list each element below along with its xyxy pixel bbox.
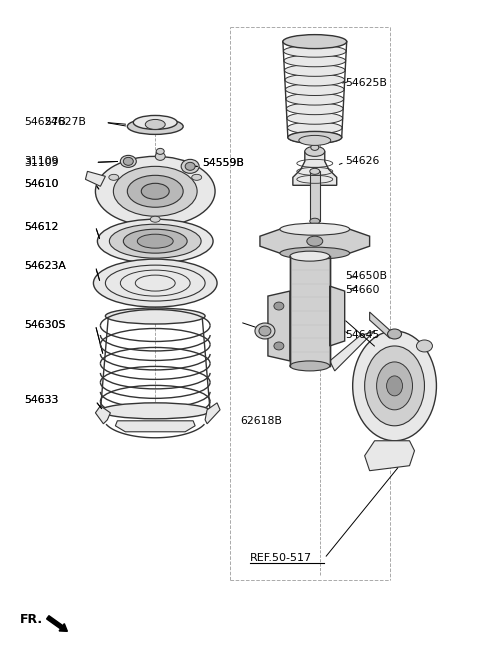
Text: 54623A: 54623A [24, 261, 67, 271]
Ellipse shape [299, 135, 331, 146]
Ellipse shape [96, 156, 215, 226]
Polygon shape [85, 171, 106, 186]
Ellipse shape [353, 331, 436, 441]
Polygon shape [205, 403, 220, 424]
Ellipse shape [123, 157, 133, 165]
Ellipse shape [113, 167, 197, 216]
Polygon shape [290, 256, 330, 366]
Text: REF.50-517: REF.50-517 [250, 554, 312, 564]
Ellipse shape [286, 83, 344, 96]
Text: 54623A: 54623A [24, 261, 67, 271]
Ellipse shape [290, 361, 330, 371]
Ellipse shape [288, 122, 342, 134]
Text: 54626: 54626 [345, 156, 380, 166]
Ellipse shape [288, 131, 342, 144]
Polygon shape [330, 286, 345, 346]
Text: 54610: 54610 [24, 179, 59, 189]
Ellipse shape [387, 329, 402, 339]
Ellipse shape [274, 302, 284, 310]
Polygon shape [96, 406, 110, 424]
Ellipse shape [109, 174, 119, 180]
Text: 62618B: 62618B [240, 416, 282, 426]
Ellipse shape [127, 175, 183, 207]
Text: 54612: 54612 [24, 222, 59, 232]
Text: 54612: 54612 [24, 222, 59, 232]
Text: 31109: 31109 [24, 156, 59, 166]
Ellipse shape [284, 64, 345, 76]
Ellipse shape [283, 35, 347, 48]
Polygon shape [260, 229, 370, 253]
Ellipse shape [181, 159, 199, 173]
Ellipse shape [109, 224, 201, 258]
Ellipse shape [311, 144, 319, 150]
Polygon shape [115, 420, 195, 432]
Ellipse shape [120, 155, 136, 167]
Ellipse shape [365, 346, 424, 426]
Polygon shape [293, 152, 336, 185]
Ellipse shape [145, 119, 165, 129]
Ellipse shape [141, 183, 169, 199]
Text: 31109: 31109 [24, 158, 59, 168]
Ellipse shape [155, 152, 165, 160]
Ellipse shape [150, 216, 160, 222]
Text: 54559B: 54559B [202, 158, 243, 168]
Polygon shape [310, 171, 320, 221]
Text: 54645: 54645 [345, 329, 380, 340]
Ellipse shape [100, 403, 210, 419]
Ellipse shape [259, 326, 271, 336]
Ellipse shape [283, 35, 347, 49]
Ellipse shape [310, 218, 320, 224]
Text: 54630S: 54630S [24, 319, 66, 330]
Ellipse shape [286, 93, 344, 105]
Ellipse shape [280, 247, 350, 259]
Text: 54625B: 54625B [345, 77, 387, 87]
Ellipse shape [377, 362, 412, 410]
Polygon shape [268, 291, 290, 361]
Ellipse shape [185, 162, 195, 171]
Ellipse shape [283, 45, 346, 57]
Ellipse shape [287, 112, 343, 124]
Ellipse shape [287, 103, 343, 115]
Text: 54630S: 54630S [24, 319, 66, 330]
Ellipse shape [417, 340, 432, 352]
Text: 54610: 54610 [24, 179, 59, 189]
Ellipse shape [156, 148, 164, 154]
Text: 54559B: 54559B [202, 158, 243, 168]
Ellipse shape [280, 223, 350, 236]
Ellipse shape [97, 219, 213, 263]
Ellipse shape [307, 236, 323, 246]
Ellipse shape [255, 323, 275, 339]
Text: 54627B: 54627B [24, 117, 67, 127]
Ellipse shape [106, 308, 205, 324]
Ellipse shape [137, 234, 173, 248]
Ellipse shape [305, 146, 325, 156]
Ellipse shape [288, 131, 342, 144]
Polygon shape [365, 441, 415, 471]
Polygon shape [370, 312, 395, 338]
Ellipse shape [386, 376, 403, 396]
Text: FR.: FR. [20, 613, 43, 626]
Ellipse shape [284, 55, 346, 67]
Ellipse shape [192, 174, 202, 180]
Text: 54633: 54633 [24, 395, 59, 405]
Ellipse shape [123, 229, 187, 253]
Ellipse shape [274, 342, 284, 350]
Text: 54660: 54660 [345, 285, 380, 295]
Text: 54633: 54633 [24, 395, 59, 405]
Polygon shape [330, 331, 374, 371]
Text: 54650B: 54650B [345, 271, 387, 281]
Ellipse shape [285, 74, 345, 86]
Ellipse shape [290, 251, 330, 261]
Text: 54627B: 54627B [44, 117, 85, 127]
Ellipse shape [133, 115, 177, 129]
FancyArrow shape [47, 616, 67, 631]
Ellipse shape [94, 259, 217, 307]
Ellipse shape [127, 119, 183, 134]
Ellipse shape [310, 169, 320, 174]
